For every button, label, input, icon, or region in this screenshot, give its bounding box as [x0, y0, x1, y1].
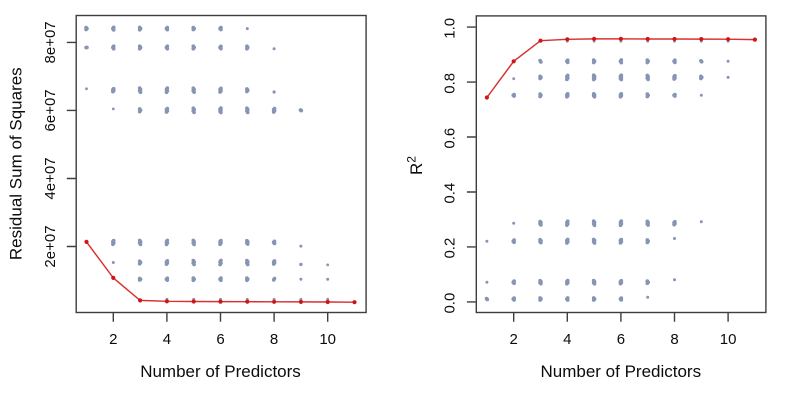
svg-text:0.4: 0.4 [442, 183, 459, 204]
svg-text:10: 10 [319, 331, 336, 348]
svg-text:4e+07: 4e+07 [42, 157, 59, 199]
svg-text:Residual Sum of Squares: Residual Sum of Squares [7, 67, 26, 260]
svg-text:6: 6 [216, 331, 224, 348]
svg-text:0.0: 0.0 [442, 293, 459, 314]
svg-text:8e+07: 8e+07 [42, 21, 59, 63]
svg-text:2: 2 [510, 331, 518, 348]
svg-text:Number of Predictors: Number of Predictors [140, 362, 301, 381]
svg-text:Number of Predictors: Number of Predictors [540, 362, 701, 381]
svg-text:8: 8 [270, 331, 278, 348]
svg-text:2: 2 [109, 331, 117, 348]
svg-text:0.6: 0.6 [442, 128, 459, 149]
svg-text:6e+07: 6e+07 [42, 89, 59, 131]
svg-text:4: 4 [163, 331, 171, 348]
svg-text:4: 4 [563, 331, 571, 348]
svg-text:2e+07: 2e+07 [42, 225, 59, 267]
svg-text:10: 10 [720, 331, 737, 348]
svg-text:0.8: 0.8 [442, 73, 459, 94]
svg-text:8: 8 [670, 331, 678, 348]
svg-text:0.2: 0.2 [442, 238, 459, 259]
svg-text:1.0: 1.0 [442, 18, 459, 39]
svg-text:6: 6 [617, 331, 625, 348]
